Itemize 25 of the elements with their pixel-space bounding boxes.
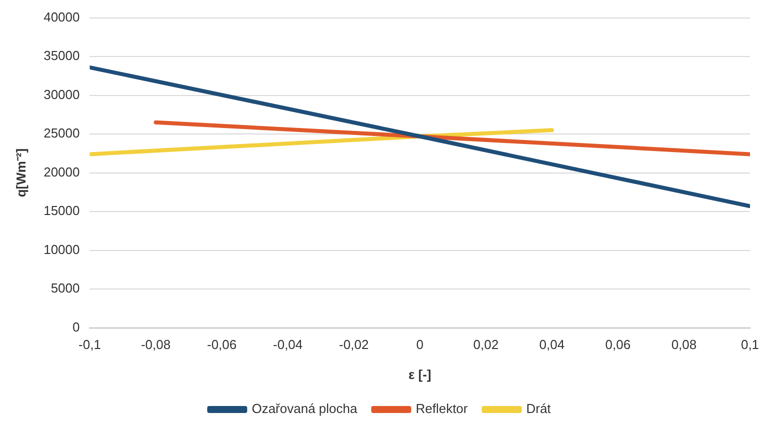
legend-label: Drát xyxy=(526,401,552,416)
y-tick-label: 40000 xyxy=(44,9,80,24)
x-tick-label: -0,04 xyxy=(273,337,303,352)
x-tick-label: 0,1 xyxy=(740,337,760,352)
y-tick-label: 35000 xyxy=(44,48,80,64)
y-tick-label: 5000 xyxy=(50,280,80,296)
x-tick-label: 0 xyxy=(416,337,424,352)
y-axis-title: q[Wm⁻²] xyxy=(13,148,28,198)
y-tick-label: 20000 xyxy=(44,164,80,180)
x-tick-label: 0,08 xyxy=(671,337,697,352)
x-tick-label: -0,08 xyxy=(140,337,171,352)
x-tick-label: -0,02 xyxy=(339,337,369,352)
y-tick-label: 15000 xyxy=(44,203,80,218)
x-tick-label: -0,1 xyxy=(78,337,101,352)
x-axis-title: ε [-] xyxy=(408,366,432,382)
y-tick-label: 25000 xyxy=(44,126,80,141)
y-tick-label: 10000 xyxy=(44,242,80,257)
legend-label: Reflektor xyxy=(416,401,468,416)
legend-label: Ozařovaná plocha xyxy=(252,401,358,416)
x-tick-label: 0,06 xyxy=(605,337,631,352)
x-tick-label: -0,06 xyxy=(206,337,237,352)
x-tick-label: 0,04 xyxy=(539,337,565,352)
x-tick-label: 0,02 xyxy=(473,337,499,352)
y-tick-label: 30000 xyxy=(44,86,80,102)
y-tick-label: 0 xyxy=(72,319,80,334)
